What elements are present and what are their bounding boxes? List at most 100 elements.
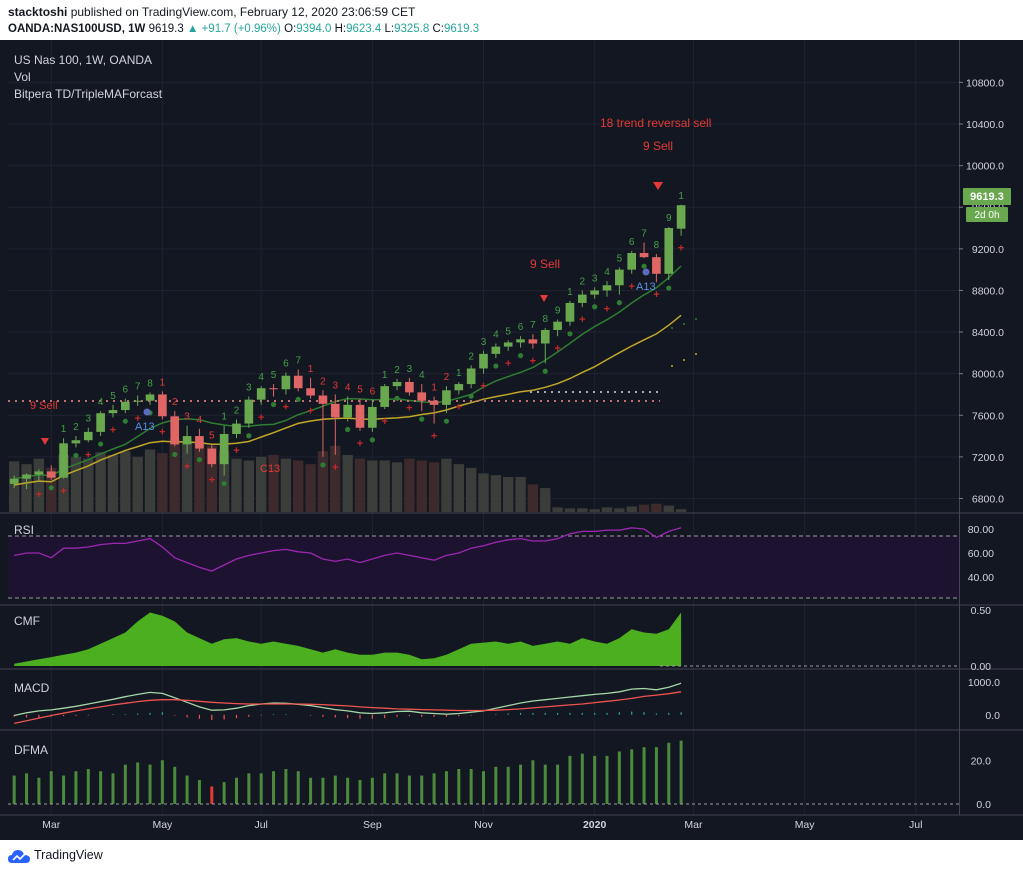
price-tick-label: 6800.0 bbox=[972, 493, 1004, 505]
candle-body bbox=[454, 384, 464, 391]
volume-bar bbox=[144, 449, 156, 512]
author-name[interactable]: stacktoshi bbox=[8, 5, 68, 19]
volume-bar bbox=[354, 458, 366, 512]
dfma-bar bbox=[617, 751, 621, 804]
rsi-tick-label: 80.00 bbox=[968, 524, 994, 536]
rsi-tick-label: 40.00 bbox=[968, 572, 994, 584]
tradingview-cloud-icon[interactable] bbox=[8, 849, 30, 865]
sell-cross: + bbox=[233, 445, 239, 457]
a13-dot-1 bbox=[143, 408, 151, 416]
macd-tick-label: 1000.0 bbox=[968, 677, 1000, 689]
td-count: 2 bbox=[580, 276, 586, 287]
candles bbox=[9, 204, 686, 490]
candle-body bbox=[34, 471, 44, 475]
buy-dot bbox=[221, 480, 227, 487]
dfma-bar bbox=[247, 773, 251, 804]
macd-hist-bar bbox=[371, 714, 373, 719]
td-count: 6 bbox=[629, 237, 635, 248]
volume-bar bbox=[83, 458, 94, 512]
candle-body bbox=[355, 404, 365, 428]
td-count: 1 bbox=[160, 377, 166, 388]
sell-cross: + bbox=[184, 461, 190, 473]
macd-hist-bar bbox=[433, 714, 435, 717]
dfma-bar bbox=[136, 762, 140, 804]
buy-dot bbox=[493, 363, 499, 369]
volume-bar bbox=[564, 508, 576, 512]
td-count: 3 bbox=[481, 337, 487, 348]
vol-label: Vol bbox=[14, 70, 31, 84]
sell-cross: + bbox=[36, 489, 42, 501]
volume-bar bbox=[416, 460, 427, 512]
price-tick-label: 10000.0 bbox=[966, 161, 1004, 173]
volume-bar bbox=[70, 456, 82, 512]
sell-signal-mid: 9 Sell bbox=[530, 257, 560, 271]
macd-line bbox=[14, 682, 682, 717]
td-count: 9 bbox=[666, 213, 672, 224]
time-tick-label: Nov bbox=[474, 819, 493, 831]
volume-bar bbox=[638, 504, 650, 512]
volume-bar bbox=[527, 484, 539, 512]
brand-name[interactable]: TradingView bbox=[34, 848, 103, 862]
dfma-bar bbox=[531, 760, 535, 804]
candle-body bbox=[96, 413, 105, 432]
macd-hist-bar bbox=[544, 712, 546, 715]
macd-hist-bar bbox=[137, 713, 139, 715]
macd-hist-bar bbox=[408, 714, 410, 717]
a13-dot-2 bbox=[642, 268, 650, 276]
buy-dot bbox=[172, 451, 178, 458]
price-axis[interactable]: 10800.010400.010000.09600.09200.08800.08… bbox=[959, 77, 1004, 505]
cmf-tick-label: 0.00 bbox=[971, 661, 992, 673]
buy-dot bbox=[419, 416, 425, 422]
dfma-bar bbox=[148, 764, 152, 804]
volume-bar bbox=[95, 452, 106, 512]
macd-label: MACD bbox=[14, 681, 50, 695]
dfma-bar bbox=[234, 777, 238, 804]
td-count: 6 bbox=[518, 322, 524, 333]
volume-bar bbox=[107, 454, 119, 512]
dfma-bar bbox=[469, 769, 473, 804]
sell-cross: + bbox=[406, 403, 412, 415]
macd-pane[interactable]: MACD bbox=[13, 681, 682, 725]
td-count: 2 bbox=[394, 365, 400, 376]
volume-bar bbox=[293, 460, 304, 512]
macd-hist-bar bbox=[285, 714, 287, 715]
sell-cross: + bbox=[604, 304, 610, 316]
time-axis[interactable]: Mar May Jul Sep Nov 2020 Mar May Jul bbox=[42, 819, 922, 831]
td-count: 1 bbox=[678, 191, 684, 202]
sell-cross: + bbox=[628, 281, 634, 293]
buy-dots bbox=[48, 263, 672, 491]
volume-bar bbox=[589, 509, 600, 512]
dfma-label: DFMA bbox=[14, 743, 48, 757]
cmf-pane[interactable]: CMF bbox=[14, 612, 959, 667]
price-tick-label: 8800.0 bbox=[972, 285, 1004, 297]
volume-bars bbox=[8, 438, 687, 512]
dfma-bar bbox=[62, 775, 66, 804]
time-tick-label: Jul bbox=[254, 819, 267, 831]
candle-body bbox=[318, 395, 328, 404]
rsi-line bbox=[14, 527, 682, 572]
published-text: published on TradingView.com, February 1… bbox=[70, 5, 416, 19]
td-count: 3 bbox=[592, 273, 598, 284]
macd-hist-bar bbox=[186, 714, 188, 718]
candle-body bbox=[59, 443, 68, 478]
volume-bar bbox=[206, 445, 217, 512]
rsi-pane[interactable]: RSI bbox=[8, 523, 959, 599]
macd-hist-bar bbox=[421, 714, 423, 717]
macd-hist-bar bbox=[618, 712, 620, 715]
buy-dot bbox=[246, 433, 252, 439]
td-count: 4 bbox=[604, 267, 610, 278]
dfma-bar bbox=[173, 766, 177, 804]
dfma-bar bbox=[86, 769, 90, 804]
volume-bar bbox=[391, 462, 403, 512]
dfma-bar bbox=[593, 755, 597, 804]
volume-bar bbox=[465, 467, 477, 512]
candle-body bbox=[306, 388, 315, 396]
symbol-name: OANDA:NAS100USD, 1W bbox=[8, 23, 146, 35]
dfma-pane[interactable]: DFMA bbox=[8, 740, 959, 805]
candle-body bbox=[540, 329, 550, 344]
sell-cross: + bbox=[209, 474, 215, 486]
td-count: 1 bbox=[431, 383, 437, 394]
